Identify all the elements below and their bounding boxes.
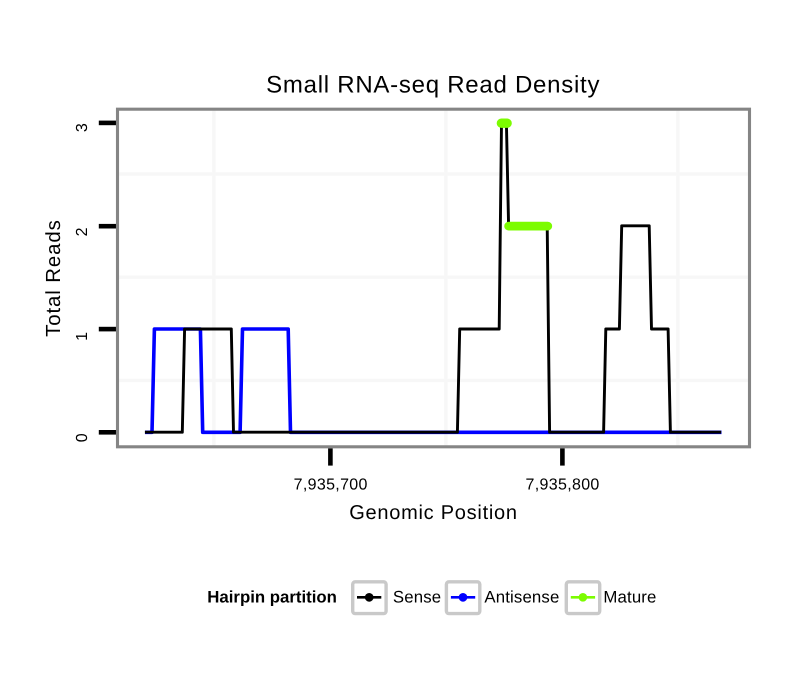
svg-text:Mature: Mature (603, 588, 656, 607)
svg-text:Small RNA-seq Read Density: Small RNA-seq Read Density (266, 72, 600, 99)
svg-text:Genomic Position: Genomic Position (349, 502, 518, 524)
svg-text:2: 2 (74, 227, 91, 236)
svg-text:Sense: Sense (393, 588, 441, 607)
svg-text:1: 1 (74, 332, 91, 341)
svg-text:3: 3 (74, 123, 91, 132)
svg-text:Hairpin partition: Hairpin partition (207, 588, 337, 607)
svg-text:7,935,800: 7,935,800 (526, 476, 600, 493)
svg-text:Total Reads: Total Reads (43, 219, 65, 337)
svg-text:Antisense: Antisense (484, 588, 559, 607)
svg-text:7,935,700: 7,935,700 (294, 476, 368, 493)
svg-text:0: 0 (74, 433, 91, 442)
